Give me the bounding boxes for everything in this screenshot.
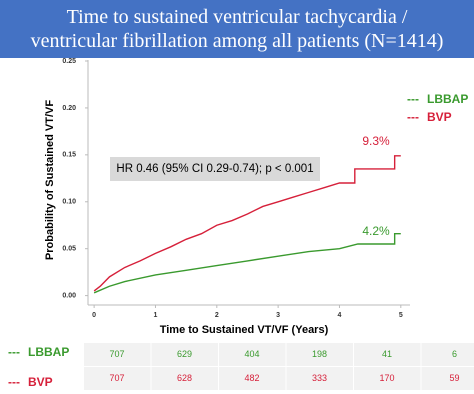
risk-value: 707 [109, 349, 124, 359]
risk-cell [286, 367, 353, 390]
x-tick-label: 5 [399, 312, 403, 319]
risk-cell [151, 367, 218, 390]
risk-cell [151, 343, 218, 366]
risk-row-label: LBBAP [28, 345, 69, 359]
risk-value: 482 [244, 373, 259, 383]
annotation: HR 0.46 (95% CI 0.29-0.74); p < 0.001 [116, 163, 313, 175]
risk-cell [219, 367, 286, 390]
risk-row-marker: --- [8, 375, 20, 389]
risk-cell [421, 343, 474, 366]
x-tick-label: 0 [92, 312, 96, 319]
risk-value: 6 [452, 349, 457, 359]
legend-marker: --- [407, 110, 419, 124]
y-tick-label: 0.20 [62, 105, 76, 112]
risk-cell [421, 367, 474, 390]
y-tick-label: 0.05 [62, 246, 76, 253]
risk-cell [219, 343, 286, 366]
km-curve [93, 155, 401, 292]
x-tick-label: 3 [276, 312, 280, 319]
chart-title: Time to sustained ventricular tachycardi… [0, 0, 474, 58]
legend-marker: --- [407, 92, 419, 106]
risk-value: 333 [312, 373, 327, 383]
end-label: 9.3% [362, 134, 390, 148]
risk-value: 404 [244, 349, 259, 359]
y-tick-label: 0.00 [62, 292, 76, 299]
risk-row-label: BVP [28, 375, 53, 389]
legend-label: LBBAP [427, 92, 468, 106]
km-curve [93, 232, 401, 294]
y-tick-label: 0.15 [62, 152, 76, 159]
risk-cell [84, 343, 151, 366]
y-tick-label: 0.10 [62, 199, 76, 206]
end-label: 4.2% [362, 224, 390, 238]
risk-value: 198 [312, 349, 327, 359]
x-axis-label: Time to Sustained VT/VF (Years) [160, 324, 329, 336]
y-axis-label: Probability of Sustained VT/VF [44, 100, 56, 260]
risk-row-marker: --- [8, 345, 20, 359]
risk-value: 59 [449, 373, 459, 383]
x-tick-label: 4 [338, 312, 342, 319]
legend-label: BVP [427, 110, 452, 124]
risk-value: 628 [177, 373, 192, 383]
y-tick-label: 0.25 [62, 58, 76, 65]
risk-cell [286, 343, 353, 366]
risk-cell [354, 367, 421, 390]
risk-cell [84, 367, 151, 390]
x-tick-label: 2 [215, 312, 219, 319]
risk-value: 41 [382, 349, 392, 359]
risk-value: 170 [379, 373, 394, 383]
risk-cell [354, 343, 421, 366]
annotation-box [110, 157, 320, 181]
risk-value: 629 [177, 349, 192, 359]
risk-value: 707 [109, 373, 124, 383]
x-tick-label: 1 [154, 312, 158, 319]
